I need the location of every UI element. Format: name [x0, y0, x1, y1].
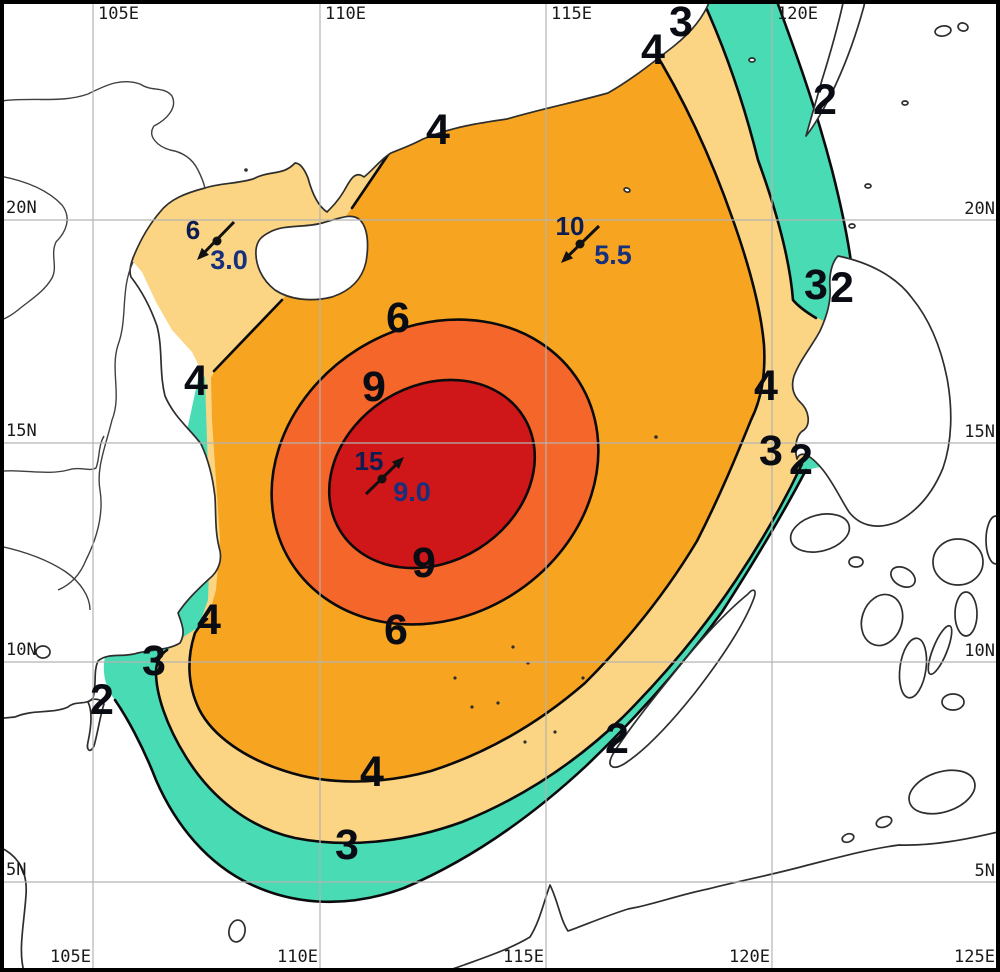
meridian-label-bottom: 115E: [503, 947, 544, 967]
borneo-island: [441, 830, 1000, 972]
meridian-label-bottom: 120E: [729, 947, 770, 967]
border-line: [0, 435, 105, 473]
contour-label-9: 9: [362, 363, 386, 411]
malay-peninsula-strip: [0, 846, 27, 972]
station-arrow-head: [197, 247, 209, 260]
contour-label-3: 3: [669, 0, 693, 46]
contour-label-6: 6: [386, 294, 410, 342]
luzon-island: [791, 255, 952, 527]
contour-label-4: 4: [197, 596, 221, 644]
station-arrow-head: [561, 251, 574, 263]
contour-label-2: 2: [813, 76, 837, 124]
contour-bands: [103, 0, 872, 902]
station: 63.0: [186, 215, 248, 275]
contour-label-3: 3: [759, 427, 783, 475]
contour-label-4: 4: [184, 357, 208, 405]
meridian-label-bottom: 105E: [50, 947, 91, 967]
parallel-label-right: 20N: [964, 199, 995, 219]
station-number: 15: [355, 446, 384, 476]
meridian-label-top: 110E: [325, 4, 366, 24]
meridian-label-top: 105E: [98, 4, 139, 24]
border-line: [0, 175, 68, 322]
contour-label-3: 3: [335, 821, 359, 869]
graticule-labels: 105E 105E 110E 110E 115E 115E 120E 120E 125E 20N 2…: [6, 4, 995, 967]
hainan-island: [255, 215, 369, 301]
contour-label-3: 3: [804, 261, 828, 309]
meridian-label-top: 120E: [777, 4, 818, 24]
mekong-delta-spit: [86, 698, 105, 752]
contour-line-2: [113, 468, 808, 904]
parallel-label-left: 10N: [6, 640, 37, 660]
meridian-label-top: 115E: [551, 4, 592, 24]
station-dot: [575, 239, 585, 249]
contour-line-4: [350, 147, 394, 210]
contour-line-4: [188, 42, 766, 783]
reef-specks: [244, 168, 658, 744]
station-value: 9.0: [393, 477, 431, 507]
contour-label-2: 2: [90, 676, 114, 724]
station-arrow-head: [391, 457, 404, 469]
station-value: 5.5: [594, 240, 632, 270]
contour-line-9: [327, 378, 537, 570]
contour-line-6: [270, 318, 600, 626]
band-ge9-red: [329, 379, 535, 569]
contour-label-3: 3: [142, 637, 166, 685]
meridian-label-bottom: 110E: [277, 947, 318, 967]
contour-label-9: 9: [412, 539, 436, 587]
taiwan-island: [805, 0, 866, 137]
parallel-label-right: 10N: [964, 641, 995, 661]
contour-label-4: 4: [426, 106, 450, 154]
parallel-label-left: 20N: [6, 198, 37, 218]
contour-label-6: 6: [384, 606, 408, 654]
contour-label-2: 2: [605, 715, 629, 763]
inland-borders: [0, 80, 206, 611]
contour-label-2: 2: [830, 264, 854, 312]
parallel-label-right: 5N: [975, 861, 995, 881]
station-dot: [212, 236, 222, 246]
contour-label-2: 2: [789, 436, 813, 484]
palawan-island: [609, 589, 756, 768]
contour-label-4: 4: [360, 748, 384, 796]
border-line: [0, 80, 206, 189]
station: 105.5: [556, 211, 632, 270]
mainland-indochina-china: [0, 0, 711, 720]
parallel-label-right: 15N: [964, 422, 995, 442]
border-line: [57, 261, 134, 591]
station-number: 6: [186, 215, 200, 245]
station-number: 10: [556, 211, 585, 241]
station-dot: [377, 474, 387, 484]
parallel-label-left: 15N: [6, 421, 37, 441]
border-line: [0, 545, 91, 611]
contour-line-3: [154, 462, 804, 845]
contour-line-4: [212, 298, 284, 373]
station: 159.0: [355, 446, 431, 507]
contour-label-4: 4: [641, 26, 665, 74]
contour-lines: [113, 0, 856, 904]
contour-label-4: 4: [754, 362, 778, 410]
parallel-label-left: 5N: [6, 860, 26, 880]
station-value: 3.0: [210, 245, 248, 275]
meridian-label-bottom: 125E: [954, 947, 995, 967]
